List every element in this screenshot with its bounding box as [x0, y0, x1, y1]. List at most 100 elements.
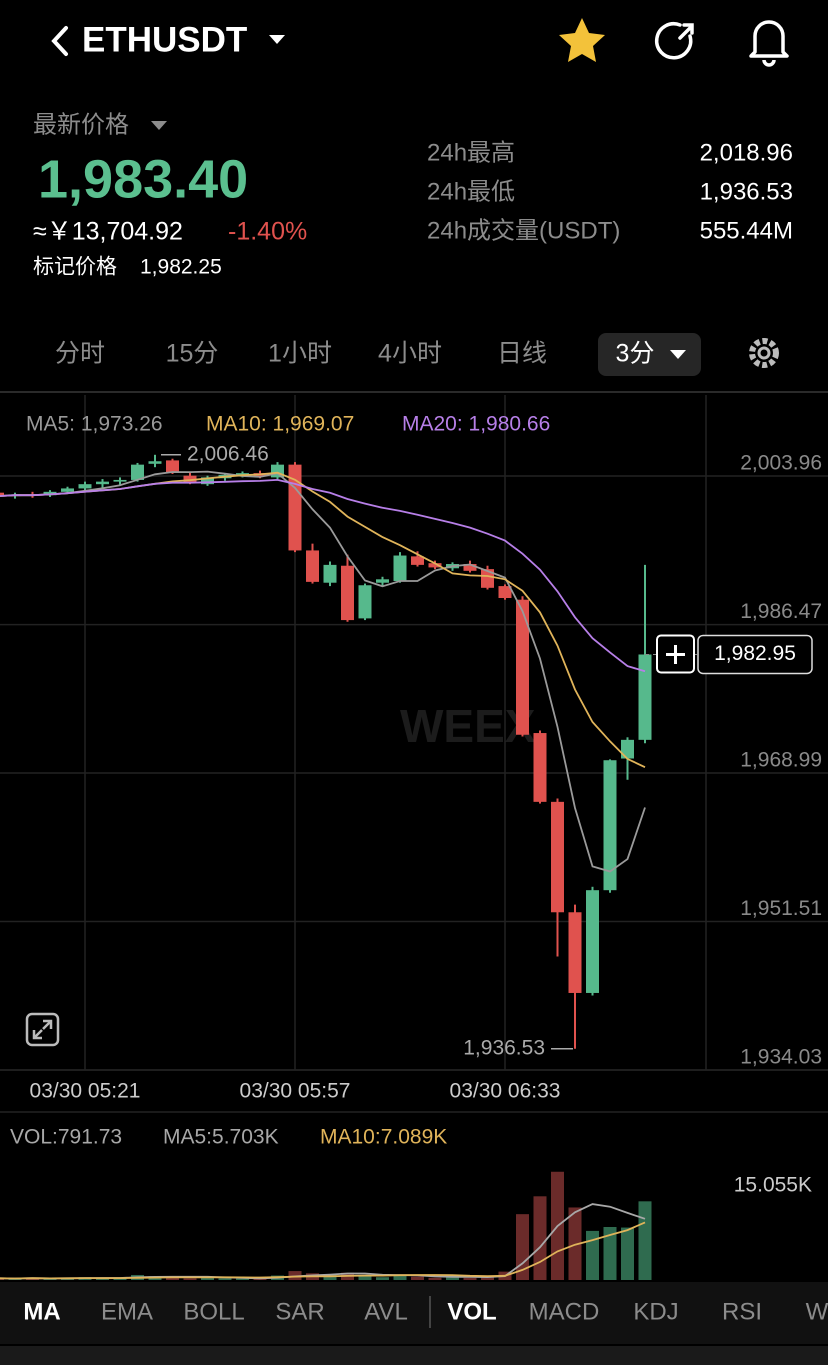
candle-body — [341, 565, 354, 621]
candle-body — [183, 475, 197, 483]
active-interval-caret[interactable] — [670, 350, 686, 359]
symbol-caret[interactable] — [269, 35, 285, 44]
candle-body — [498, 586, 512, 599]
candle-body — [411, 556, 424, 565]
interval-tab[interactable]: 日线 — [497, 340, 547, 368]
interval-tab[interactable]: 1小时 — [268, 340, 332, 368]
volume-bar — [516, 1214, 529, 1280]
bell — [749, 20, 789, 58]
indicator-tab[interactable]: SAR — [275, 1298, 324, 1325]
add-order-plus[interactable] — [666, 644, 685, 664]
x-tick-label: 03/30 06:33 — [450, 1080, 561, 1103]
current-price-tag — [697, 634, 813, 675]
volume-bar — [411, 1276, 424, 1280]
price-label[interactable]: 最新价格 — [33, 111, 129, 138]
volume-bar — [376, 1277, 389, 1280]
volume-bar — [358, 1275, 372, 1280]
candle-body — [481, 569, 494, 588]
candle-body — [113, 479, 127, 482]
ma-line — [0, 478, 646, 673]
fullscreen-frame — [25, 1012, 60, 1047]
volume-bar — [393, 1274, 407, 1280]
fullscreen-icon[interactable] — [25, 1012, 60, 1047]
price-label-caret[interactable] — [151, 121, 167, 130]
ma-legend: MA20: 1,980.66 — [402, 413, 550, 436]
x-tick-label: 03/30 05:57 — [240, 1080, 351, 1103]
stat-label: 24h成交量(USDT) — [427, 217, 620, 244]
candle-body — [358, 585, 372, 619]
candle-body — [516, 599, 529, 735]
candle-body — [376, 579, 389, 583]
interval-tab[interactable]: 分时 — [55, 340, 105, 368]
volume-bar — [533, 1196, 547, 1280]
active-interval[interactable]: 3分 — [616, 340, 655, 368]
interval-tab[interactable]: 15分 — [166, 340, 219, 368]
y-tick-label: 1,968.99 — [740, 749, 822, 772]
candle-body — [306, 550, 319, 582]
ma-legend: MA10: 1,969.07 — [206, 413, 354, 436]
alert-icon[interactable] — [749, 20, 789, 67]
volume-legend: VOL:791.73 — [10, 1126, 122, 1149]
volume-bar — [568, 1207, 582, 1280]
candle-body — [166, 460, 179, 473]
stat-value: 2,018.96 — [700, 139, 793, 166]
indicator-tab[interactable]: MACD — [529, 1298, 600, 1325]
indicator-tab[interactable]: RSI — [722, 1298, 762, 1325]
candle-body — [428, 563, 442, 568]
indicator-tab[interactable]: AVL — [364, 1298, 408, 1325]
candle-body — [463, 564, 477, 571]
y-tick-label: 15.055K — [734, 1174, 812, 1197]
stat-label: 24h最低 — [427, 178, 515, 205]
volume-bar — [621, 1227, 634, 1280]
candle-body — [533, 733, 547, 802]
low-label: 1,936.53 — [463, 1036, 545, 1059]
settings-icon[interactable] — [749, 338, 779, 368]
bottom-strip — [0, 1346, 828, 1365]
volume-bar — [428, 1277, 442, 1280]
mark-price: 1,982.25 — [140, 256, 222, 279]
candle-body — [551, 801, 564, 913]
candle-body — [621, 739, 634, 759]
active-interval-pill[interactable] — [598, 333, 701, 376]
y-tick-label: 1,951.51 — [740, 897, 822, 920]
indicator-tab[interactable]: KDJ — [633, 1298, 678, 1325]
volume-bar — [236, 1278, 249, 1280]
candle-body — [586, 890, 599, 993]
volume-legend: MA10:7.089K — [320, 1126, 447, 1149]
refresh-arc — [654, 22, 693, 60]
indicator-tab[interactable]: MA — [23, 1298, 60, 1325]
candle-body — [96, 481, 109, 485]
indicator-tab[interactable]: W — [806, 1298, 828, 1325]
volume-bar — [218, 1278, 232, 1280]
refresh-icon[interactable] — [654, 22, 694, 60]
back-icon[interactable] — [51, 26, 68, 56]
candle-body — [393, 555, 407, 582]
bell-clapper — [762, 59, 776, 67]
watermark: WEEX — [400, 700, 536, 752]
symbol[interactable]: ETHUSDT — [82, 20, 247, 59]
volume-bar — [586, 1230, 599, 1280]
volume-bar — [43, 1278, 57, 1280]
gear-teeth — [749, 338, 779, 368]
candle-body — [638, 654, 652, 740]
ma-legend: MA5: 1,973.26 — [26, 413, 163, 436]
candle-body — [603, 760, 617, 891]
x-tick-label: 03/30 05:21 — [30, 1080, 141, 1103]
fullscreen-arrows — [32, 1019, 53, 1040]
indicator-tab[interactable]: VOL — [447, 1298, 496, 1325]
price-change: -1.40% — [228, 218, 307, 246]
refresh-arrow — [678, 23, 694, 40]
y-tick-label: 1,986.47 — [740, 600, 822, 623]
volume-bar — [183, 1278, 197, 1280]
interval-tab[interactable]: 4小时 — [378, 340, 442, 368]
y-tick-label: 2,003.96 — [740, 452, 822, 475]
favorite-icon[interactable] — [559, 18, 605, 62]
indicator-tab[interactable]: EMA — [101, 1298, 153, 1325]
indicator-tab[interactable]: BOLL — [183, 1298, 244, 1325]
volume-bar — [323, 1274, 337, 1280]
last-price: 1,983.40 — [38, 149, 248, 209]
candle-body — [201, 477, 214, 485]
y-tick-label: 1,934.03 — [740, 1046, 822, 1069]
